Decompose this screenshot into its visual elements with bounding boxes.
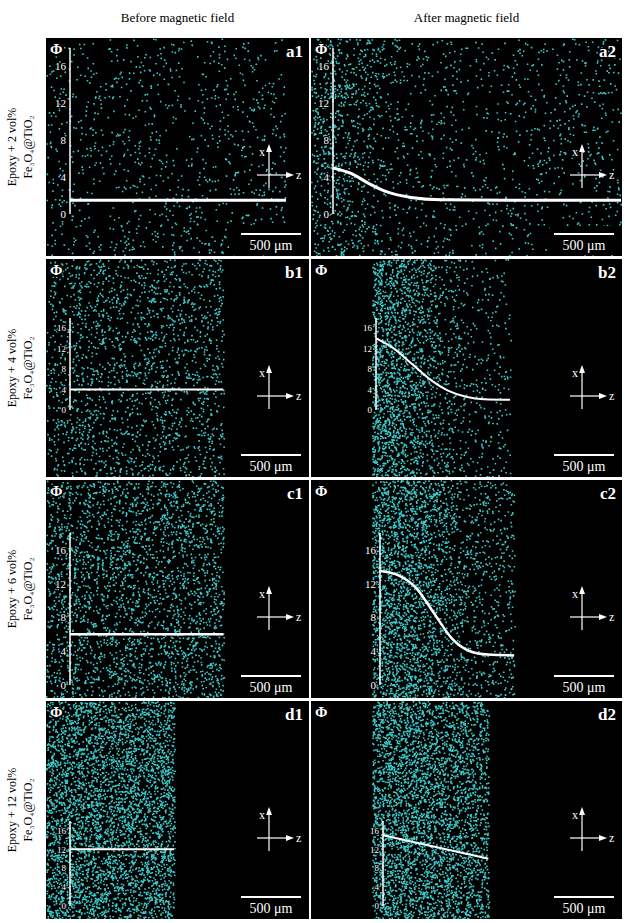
svg-text:z: z	[296, 168, 301, 182]
svg-text:0: 0	[374, 901, 379, 911]
svg-text:Fe₃O₄@TiO₂: Fe₃O₄@TiO₂	[21, 557, 35, 620]
svg-text:500 μm: 500 μm	[563, 238, 606, 253]
svg-text:Φ: Φ	[315, 41, 327, 57]
svg-text:Φ: Φ	[315, 483, 327, 499]
svg-text:Fe₃O₄@TiO₂: Fe₃O₄@TiO₂	[21, 778, 35, 841]
svg-text:12: 12	[370, 845, 379, 855]
svg-text:4: 4	[324, 171, 330, 183]
svg-text:z: z	[296, 831, 301, 845]
svg-text:16: 16	[318, 60, 330, 72]
svg-text:Epoxy + 2 vol%: Epoxy + 2 vol%	[5, 108, 19, 186]
svg-text:Epoxy + 12 vol%: Epoxy + 12 vol%	[5, 768, 19, 852]
svg-text:8: 8	[374, 863, 379, 873]
svg-text:500 μm: 500 μm	[563, 901, 606, 916]
svg-text:z: z	[296, 389, 301, 403]
svg-text:4: 4	[61, 882, 66, 892]
svg-text:4: 4	[367, 385, 372, 395]
svg-text:Fe₃O₄@TiO₂: Fe₃O₄@TiO₂	[21, 115, 35, 178]
svg-text:Epoxy + 4 vol%: Epoxy + 4 vol%	[5, 329, 19, 407]
svg-text:c1: c1	[287, 484, 303, 503]
svg-text:12: 12	[55, 578, 66, 590]
svg-text:d2: d2	[598, 705, 616, 724]
svg-text:a1: a1	[286, 42, 303, 61]
svg-text:Fe₃O₄@TiO₂: Fe₃O₄@TiO₂	[21, 336, 35, 399]
svg-text:x: x	[572, 808, 578, 822]
svg-text:z: z	[609, 831, 614, 845]
svg-text:Φ: Φ	[50, 704, 62, 720]
svg-text:500 μm: 500 μm	[563, 680, 606, 695]
svg-text:0: 0	[324, 208, 330, 220]
svg-text:500 μm: 500 μm	[563, 459, 606, 474]
html-text:Before magnetic field: Before magnetic field	[120, 10, 235, 25]
svg-text:500 μm: 500 μm	[250, 238, 293, 253]
svg-text:Φ: Φ	[50, 41, 62, 57]
svg-text:x: x	[572, 145, 578, 159]
svg-text:0: 0	[61, 208, 67, 220]
svg-text:4: 4	[61, 171, 67, 183]
svg-text:12: 12	[363, 344, 372, 354]
svg-text:x: x	[259, 587, 265, 601]
svg-text:z: z	[609, 610, 614, 624]
svg-text:c2: c2	[600, 484, 616, 503]
svg-text:16: 16	[55, 544, 66, 556]
svg-text:0: 0	[367, 405, 372, 415]
svg-text:16: 16	[370, 826, 379, 836]
svg-text:x: x	[572, 587, 578, 601]
svg-text:16: 16	[363, 323, 372, 333]
svg-text:16: 16	[57, 826, 66, 836]
svg-text:16: 16	[57, 323, 66, 333]
html-text:After magnetic field: After magnetic field	[413, 10, 520, 25]
svg-text:8: 8	[60, 611, 66, 623]
svg-text:500 μm: 500 μm	[250, 680, 293, 695]
svg-text:4: 4	[60, 645, 66, 657]
svg-text:4: 4	[374, 882, 379, 892]
svg-text:12: 12	[57, 845, 66, 855]
svg-text:8: 8	[367, 364, 372, 374]
svg-text:0: 0	[370, 679, 376, 691]
svg-text:8: 8	[61, 364, 66, 374]
svg-text:12: 12	[57, 344, 66, 354]
svg-text:b2: b2	[598, 263, 616, 282]
svg-text:a2: a2	[599, 42, 616, 61]
svg-text:Φ: Φ	[315, 704, 327, 720]
svg-text:4: 4	[61, 385, 66, 395]
svg-text:Φ: Φ	[50, 262, 62, 278]
svg-text:Φ: Φ	[50, 483, 62, 499]
svg-text:z: z	[609, 168, 614, 182]
svg-text:16: 16	[365, 544, 376, 556]
svg-text:z: z	[609, 389, 614, 403]
svg-text:z: z	[296, 610, 301, 624]
svg-text:d1: d1	[285, 705, 303, 724]
svg-text:0: 0	[61, 901, 66, 911]
svg-text:500 μm: 500 μm	[250, 901, 293, 916]
svg-text:8: 8	[324, 134, 330, 146]
svg-text:x: x	[572, 366, 578, 380]
svg-text:8: 8	[370, 611, 376, 623]
svg-text:4: 4	[370, 645, 376, 657]
svg-text:0: 0	[60, 679, 66, 691]
svg-text:500 μm: 500 μm	[250, 459, 293, 474]
svg-text:b1: b1	[285, 263, 303, 282]
svg-text:Φ: Φ	[315, 262, 327, 278]
svg-text:8: 8	[61, 134, 67, 146]
svg-text:12: 12	[318, 97, 329, 109]
svg-text:Epoxy + 6 vol%: Epoxy + 6 vol%	[5, 550, 19, 628]
svg-text:12: 12	[55, 97, 66, 109]
svg-text:12: 12	[365, 578, 376, 590]
svg-text:x: x	[259, 145, 265, 159]
svg-text:8: 8	[61, 863, 66, 873]
svg-text:16: 16	[55, 60, 67, 72]
svg-text:0: 0	[61, 405, 66, 415]
svg-text:x: x	[259, 366, 265, 380]
svg-text:x: x	[259, 808, 265, 822]
